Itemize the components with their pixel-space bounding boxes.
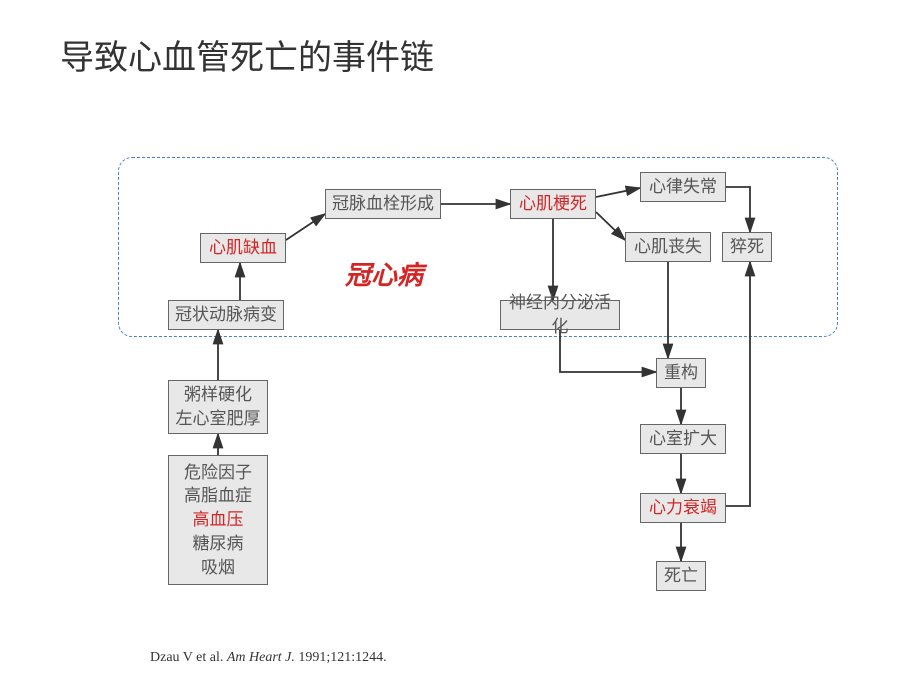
node-hf: 心力衰竭 <box>640 493 726 523</box>
node-hf-line0: 心力衰竭 <box>649 496 717 520</box>
citation-pre: Dzau V et al. <box>150 650 227 665</box>
node-risk-line4: 吸烟 <box>201 556 235 580</box>
node-lesion: 冠状动脉病变 <box>168 300 284 330</box>
node-thrombus: 冠脉血栓形成 <box>325 189 441 219</box>
node-death: 死亡 <box>656 561 706 591</box>
chd-label: 冠心病 <box>345 255 423 292</box>
node-risk-line3: 糖尿病 <box>193 532 244 556</box>
node-mi-line0: 心肌梗死 <box>519 192 587 216</box>
node-ischemia-line0: 心肌缺血 <box>209 236 277 260</box>
node-remodel: 重构 <box>656 358 706 388</box>
citation: Dzau V et al. Am Heart J. 1991;121:1244. <box>150 650 387 666</box>
citation-italic: Am Heart J. <box>227 650 295 665</box>
node-sudden-line0: 猝死 <box>730 235 764 259</box>
node-neuro: 神经内分泌活化 <box>500 300 620 330</box>
node-risk-line0: 危险因子 <box>184 461 252 485</box>
node-loss: 心肌丧失 <box>625 232 711 262</box>
node-lesion-line0: 冠状动脉病变 <box>175 303 277 327</box>
node-sudden: 猝死 <box>722 232 772 262</box>
slide-title: 导致心血管死亡的事件链 <box>60 30 434 79</box>
node-athero: 粥样硬化左心室肥厚 <box>168 380 268 434</box>
node-ischemia: 心肌缺血 <box>200 233 286 263</box>
citation-post: 1991;121:1244. <box>295 650 387 665</box>
node-arrhythmia-line0: 心律失常 <box>649 175 717 199</box>
node-risk: 危险因子高脂血症高血压糖尿病吸烟 <box>168 455 268 585</box>
slide: 导致心血管死亡的事件链 冠心病 危险因子高脂血症高血压糖尿病吸烟 粥样硬化左心室肥… <box>0 0 920 690</box>
node-mi: 心肌梗死 <box>510 189 596 219</box>
node-remodel-line0: 重构 <box>664 361 698 385</box>
node-arrhythmia: 心律失常 <box>640 172 726 202</box>
node-thrombus-line0: 冠脉血栓形成 <box>332 192 434 216</box>
node-dilate: 心室扩大 <box>640 424 726 454</box>
node-risk-line1: 高脂血症 <box>184 484 252 508</box>
node-dilate-line0: 心室扩大 <box>649 427 717 451</box>
arrows-layer <box>0 0 920 690</box>
node-athero-line0: 粥样硬化 <box>184 383 252 407</box>
node-loss-line0: 心肌丧失 <box>634 235 702 259</box>
node-athero-line1: 左心室肥厚 <box>176 407 261 431</box>
node-neuro-line0: 神经内分泌活化 <box>501 291 619 339</box>
node-risk-line2: 高血压 <box>193 508 244 532</box>
node-death-line0: 死亡 <box>664 564 698 588</box>
